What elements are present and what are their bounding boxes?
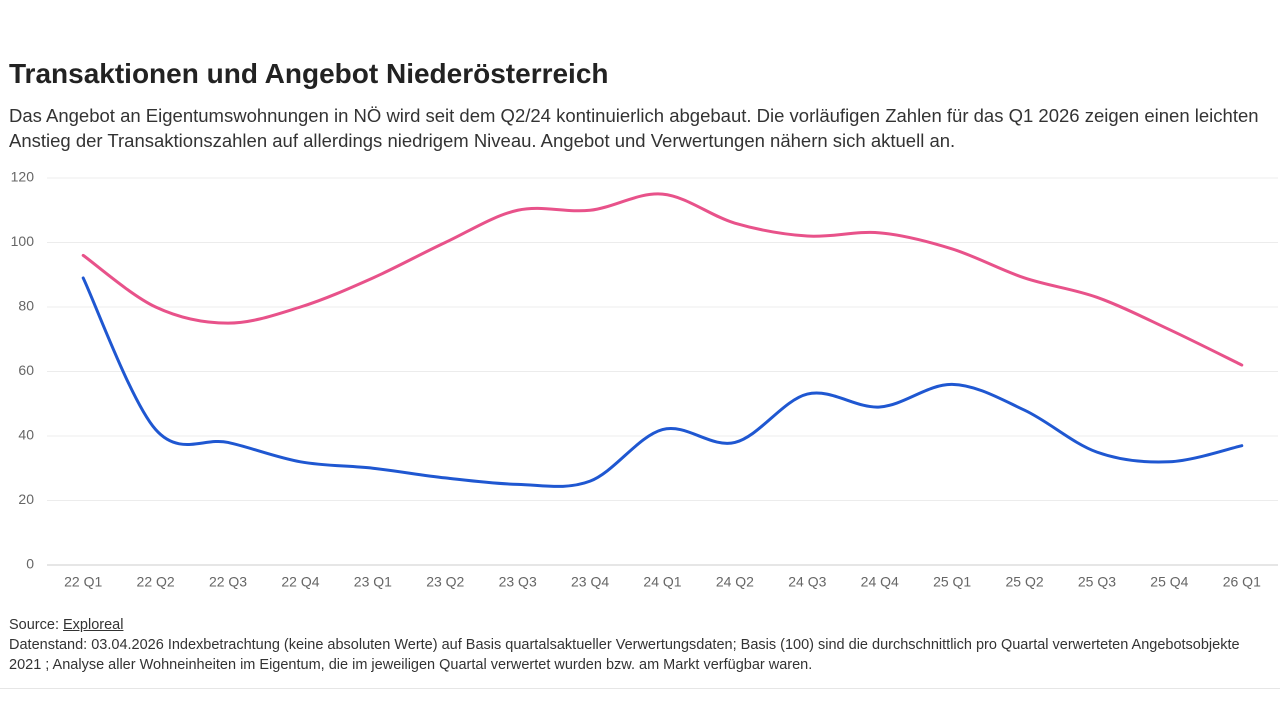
x-tick-label: 24 Q1 (643, 574, 681, 590)
x-tick-label: 25 Q4 (1150, 574, 1188, 590)
x-tick-label: 24 Q2 (716, 574, 754, 590)
x-tick-label: 25 Q3 (1078, 574, 1116, 590)
x-tick-label: 24 Q3 (788, 574, 826, 590)
y-tick-label: 60 (18, 362, 34, 378)
y-tick-label: 0 (26, 556, 34, 572)
y-tick-label: 100 (11, 233, 35, 249)
x-tick-label: 25 Q2 (1005, 574, 1043, 590)
x-tick-label: 23 Q3 (499, 574, 537, 590)
x-tick-label: 25 Q1 (933, 574, 971, 590)
chart-title: Transaktionen und Angebot Niederösterrei… (9, 58, 609, 89)
y-tick-label: 20 (18, 491, 34, 507)
source-label: Source: (9, 617, 59, 633)
y-tick-label: 80 (18, 298, 34, 314)
y-tick-label: 40 (18, 427, 34, 443)
x-tick-label: 23 Q1 (354, 574, 392, 590)
x-tick-label: 22 Q4 (281, 574, 319, 590)
chart-subtitle: Das Angebot an Eigentumswohnungen in NÖ … (9, 105, 1259, 151)
line (81, 276, 1244, 488)
footer: Source: Exploreal Datenstand: 03.04.2026… (9, 615, 1249, 675)
x-tick-label: 22 Q1 (64, 574, 102, 590)
line (81, 192, 1244, 367)
separator (0, 688, 1280, 689)
x-tick-label: 23 Q2 (426, 574, 464, 590)
note: Datenstand: 03.04.2026 Indexbetrachtung … (9, 637, 1240, 673)
x-tick-label: 26 Q1 (1223, 574, 1261, 590)
source-link[interactable]: Exploreal (63, 617, 124, 633)
y-tick-label: 120 (11, 169, 35, 185)
x-tick-label: 22 Q2 (137, 574, 175, 590)
x-tick-label: 23 Q4 (571, 574, 609, 590)
source: Source: Exploreal (9, 615, 1249, 635)
x-tick-label: 22 Q3 (209, 574, 247, 590)
x-tick-label: 24 Q4 (861, 574, 899, 590)
